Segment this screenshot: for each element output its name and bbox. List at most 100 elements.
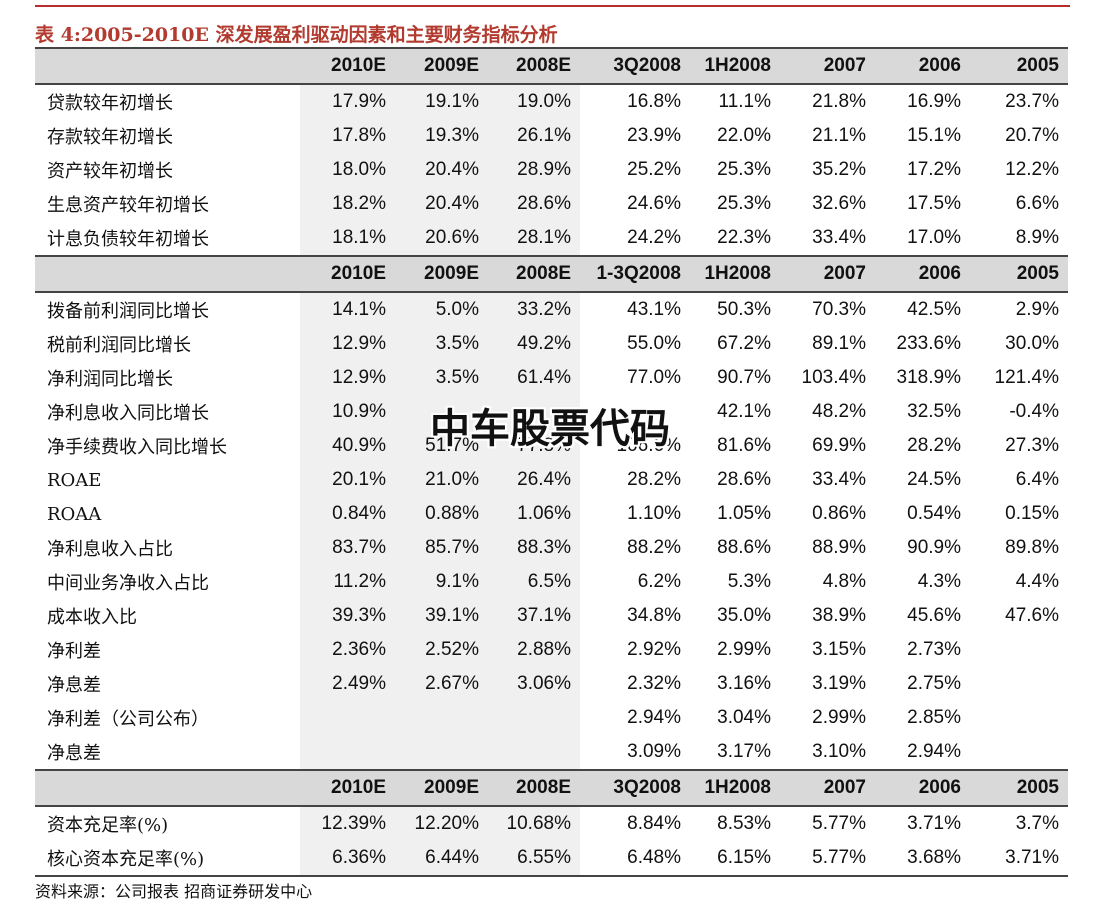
empty-cell: [970, 701, 1068, 735]
value-cell: 17.5%: [907, 193, 961, 214]
value-cell: 20.4%: [395, 187, 488, 221]
value-cell: 2.9%: [1015, 299, 1059, 320]
value-cell: 2.92%: [627, 639, 681, 660]
row-label: 核心资本充足率(%): [47, 849, 205, 870]
value-cell: 5.0%: [395, 292, 488, 327]
data-row: ROAA 0.84% 0.88% 1.06% 1.10% 1.05% 0.86% 0.54% 0…: [35, 497, 1068, 531]
value-cell: 19.3%: [395, 119, 488, 153]
value-cell: 3.7%: [1015, 813, 1059, 834]
value-cell: 24.2%: [627, 227, 681, 248]
header-cell: [35, 255, 300, 293]
header-cell: 2006: [875, 255, 970, 293]
value-cell: 26.4%: [488, 463, 580, 497]
value-cell: 103.4%: [801, 367, 866, 388]
row-label: 资产较年初增长: [47, 161, 173, 182]
empty-cell: [970, 667, 1068, 701]
value-cell: 15.1%: [907, 125, 961, 146]
value-cell: 19.0%: [488, 84, 580, 119]
empty-cell: [300, 735, 395, 770]
table-title: 表 4:2005-2010E 深发展盈利驱动因素和主要财务指标分析: [35, 24, 558, 46]
empty-cell: [300, 701, 395, 735]
value-cell: 3.19%: [812, 673, 866, 694]
value-cell: 85.7%: [395, 531, 488, 565]
value-cell: 28.1%: [488, 221, 580, 256]
row-label: 净利息收入同比增长: [47, 403, 209, 424]
row-label: 净利润同比增长: [47, 369, 173, 390]
row-label: 计息负债较年初增长: [47, 229, 209, 250]
value-cell: 5.77%: [812, 847, 866, 868]
value-cell: 70.3%: [812, 299, 866, 320]
source-note: 资料来源：公司报表 招商证券研发中心: [35, 882, 313, 901]
header-cell: 2009E: [395, 255, 488, 293]
row-label: 拨备前利润同比增长: [47, 301, 209, 322]
header-cell: 2009E: [395, 48, 488, 85]
data-row: 成本收入比 39.3% 39.1% 37.1% 34.8% 35.0% 38.9% 45.6%…: [35, 599, 1068, 633]
value-cell: 8.53%: [717, 813, 771, 834]
data-row: 净手续费收入同比增长 40.9% 51.7% 77.8% 106.6% 81.6% 69.9…: [35, 429, 1068, 463]
data-row: 资本充足率(%) 12.39% 12.20% 10.68% 8.84% 8.53% 5.77…: [35, 806, 1068, 841]
empty-cell: [970, 633, 1068, 667]
header-cell: 2008E: [488, 769, 580, 807]
value-cell: 1.05%: [717, 503, 771, 524]
empty-cell: [970, 735, 1068, 770]
value-cell: 28.6%: [488, 187, 580, 221]
header-cell: 2005: [970, 769, 1068, 807]
empty-cell: [395, 395, 488, 429]
row-label: 净息差: [47, 743, 101, 764]
header-cell: 1H2008: [690, 769, 780, 807]
value-cell: 6.55%: [488, 841, 580, 876]
empty-cell: [395, 735, 488, 770]
value-cell: 28.6%: [717, 469, 771, 490]
value-cell: 2.75%: [907, 673, 961, 694]
value-cell: 0.84%: [300, 497, 395, 531]
value-cell: 22.3%: [717, 227, 771, 248]
value-cell: 2.49%: [300, 667, 395, 701]
value-cell: 5.77%: [812, 813, 866, 834]
value-cell: 3.06%: [488, 667, 580, 701]
financial-table: 2010E 2009E 2008E 3Q2008 1H2008 2007 2006 2005 贷…: [35, 47, 1068, 877]
value-cell: 25.3%: [717, 159, 771, 180]
value-cell: 33.2%: [488, 292, 580, 327]
value-cell: 11.2%: [300, 565, 395, 599]
value-cell: 2.36%: [300, 633, 395, 667]
row-label: 净利息收入占比: [47, 539, 173, 560]
value-cell: 83.7%: [300, 531, 395, 565]
value-cell: 2.52%: [395, 633, 488, 667]
value-cell: 17.8%: [300, 119, 395, 153]
value-cell: 17.0%: [907, 227, 961, 248]
header-cell: 2009E: [395, 769, 488, 807]
value-cell: 106.6%: [616, 435, 681, 456]
value-cell: 233.6%: [896, 333, 961, 354]
row-label: 中间业务净收入占比: [47, 573, 209, 594]
value-cell: 10.9%: [300, 395, 395, 429]
value-cell: 25.3%: [717, 193, 771, 214]
value-cell: 32.5%: [907, 401, 961, 422]
value-cell: 88.2%: [627, 537, 681, 558]
value-cell: 3.15%: [812, 639, 866, 660]
data-row: 净利息收入同比增长 10.9% 42.1% 48.2% 32.5% -0.4%: [35, 395, 1068, 429]
value-cell: 69.9%: [812, 435, 866, 456]
value-cell: 8.9%: [1015, 227, 1059, 248]
value-cell: 12.39%: [300, 806, 395, 841]
data-row: 净利息收入占比 83.7% 85.7% 88.3% 88.2% 88.6% 88.9% 90.…: [35, 531, 1068, 565]
value-cell: 6.48%: [627, 847, 681, 868]
row-label: 净息差: [47, 675, 101, 696]
value-cell: 25.2%: [627, 159, 681, 180]
value-cell: 24.5%: [907, 469, 961, 490]
data-row: 拨备前利润同比增长 14.1% 5.0% 33.2% 43.1% 50.3% 70.3% 42…: [35, 292, 1068, 327]
value-cell: 33.4%: [812, 469, 866, 490]
value-cell: 18.2%: [300, 187, 395, 221]
value-cell: 318.9%: [896, 367, 961, 388]
value-cell: 1.06%: [488, 497, 580, 531]
data-row: 生息资产较年初增长 18.2% 20.4% 28.6% 24.6% 25.3% 32.6% 1…: [35, 187, 1068, 221]
value-cell: 6.4%: [1015, 469, 1059, 490]
value-cell: 2.88%: [488, 633, 580, 667]
value-cell: 121.4%: [994, 367, 1059, 388]
header-row: 2010E 2009E 2008E 3Q2008 1H2008 2007 2006 2005: [35, 48, 1068, 85]
value-cell: 3.71%: [1005, 847, 1059, 868]
value-cell: 18.1%: [300, 221, 395, 256]
value-cell: 20.7%: [1005, 125, 1059, 146]
value-cell: 38.9%: [812, 605, 866, 626]
value-cell: 12.9%: [300, 361, 395, 395]
